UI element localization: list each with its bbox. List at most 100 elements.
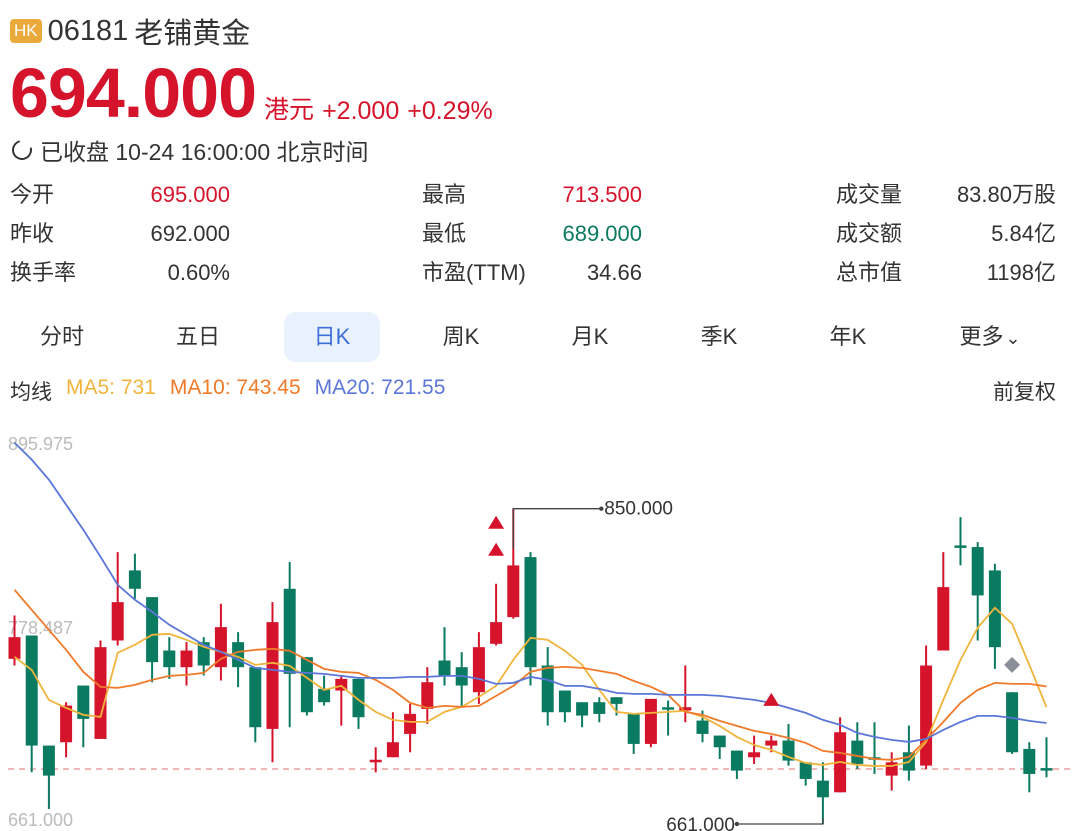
low-annotation: 661.000 — [666, 815, 735, 831]
tab-label: 周K — [442, 324, 480, 349]
candle-body — [1006, 692, 1019, 753]
y-axis-label: 778.487 — [8, 618, 73, 638]
ma20-value: MA20: 721.55 — [314, 376, 446, 399]
candle-body — [146, 597, 159, 663]
candle-body — [266, 622, 279, 729]
ma-label: 均线 — [10, 381, 52, 404]
stat-value: 1198亿 — [986, 260, 1056, 285]
currency: 港元 — [264, 96, 315, 124]
price-change: +2.000 — [322, 97, 400, 125]
ma-line-ma10 — [13, 589, 1047, 761]
ma10-value: MA10: 743.45 — [169, 376, 301, 399]
price-change-pct: +0.29% — [407, 97, 493, 125]
tab-label: 季K — [700, 324, 738, 349]
candle-body — [851, 740, 864, 764]
stock-code: 06181 — [47, 14, 129, 47]
candle-body — [42, 745, 55, 776]
tab-period[interactable]: 年K — [800, 312, 896, 362]
ma-legend: 均线 MA5: 731 MA10: 743.45 MA20: 721.55 — [10, 376, 445, 406]
stat-label: 最高 — [422, 182, 467, 207]
stat-label: 成交量 — [836, 182, 903, 207]
candle-body — [300, 657, 313, 713]
tab-period[interactable]: 五日 — [150, 312, 246, 362]
candle-body — [386, 742, 399, 758]
adjust-selector[interactable]: 前复权 — [993, 381, 1056, 404]
candle-body — [60, 705, 73, 743]
tab-period[interactable]: 日K — [284, 312, 380, 362]
candle-body — [576, 702, 589, 716]
candle-body — [937, 587, 950, 651]
tab-period[interactable]: 更多 ⌄ — [942, 312, 1038, 362]
candle-body — [816, 780, 829, 798]
triangle-marker-icon — [763, 692, 780, 706]
candle-body — [369, 759, 382, 763]
tab-label: 日K — [313, 324, 351, 349]
candle-body — [610, 697, 623, 704]
triangle-marker-icon — [488, 515, 505, 529]
chevron-down-icon: ⌄ — [1005, 328, 1021, 348]
candle-body — [954, 545, 967, 548]
stat-value: 692.000 — [150, 221, 230, 246]
candle-body — [128, 570, 141, 589]
stat-label: 今开 — [10, 182, 55, 207]
candle-body — [971, 547, 984, 596]
candle-body — [748, 752, 761, 758]
candle-body — [662, 707, 675, 710]
tab-period[interactable]: 分时 — [14, 312, 110, 362]
annotation-leader — [736, 818, 824, 825]
triangle-marker-icon — [488, 542, 505, 556]
candle-body — [111, 602, 124, 641]
stat-value: 713.500 — [562, 182, 642, 207]
diamond-marker-icon — [1004, 656, 1021, 673]
candle-body — [558, 690, 571, 713]
candle-body — [472, 647, 485, 693]
stat-label: 最低 — [422, 221, 467, 246]
y-axis-label: 895.975 — [8, 434, 73, 454]
market-badge: HK — [10, 19, 42, 43]
ma-line-ma5 — [13, 606, 1048, 767]
y-axis-label: 661.000 — [8, 810, 73, 830]
candle-body — [679, 707, 692, 711]
candle-body — [318, 688, 331, 703]
candle-body — [404, 713, 417, 734]
tab-period[interactable]: 月K — [542, 312, 638, 362]
annotation-dot — [734, 821, 740, 827]
candle-body — [713, 735, 726, 748]
candle-body — [25, 635, 38, 746]
tab-label: 分时 — [39, 324, 84, 349]
tab-label: 更多 — [959, 324, 1004, 349]
ma-line-ma20 — [13, 441, 1047, 743]
tab-label: 月K — [571, 324, 609, 349]
tab-period[interactable]: 周K — [413, 312, 509, 362]
candle-body — [490, 622, 503, 644]
stat-label: 换手率 — [10, 260, 77, 285]
candle-body — [352, 678, 365, 718]
candle-body — [232, 642, 245, 668]
candle-body — [1023, 748, 1036, 774]
tab-period[interactable]: 季K — [671, 312, 767, 362]
candle-body — [644, 698, 657, 744]
stock-name: 老铺黄金 — [134, 18, 251, 50]
stat-label: 昨收 — [10, 221, 55, 246]
stat-label: 成交额 — [836, 221, 903, 246]
stock-title: HK 06181 老铺黄金 — [10, 10, 250, 52]
candle-body — [94, 647, 107, 739]
stat-value: 689.000 — [562, 221, 642, 246]
stat-value: 83.80万股 — [956, 182, 1056, 207]
candle-body — [696, 720, 709, 734]
candle-body — [627, 713, 640, 744]
status-text: 已收盘 10-24 16:00:00 北京时间 — [40, 139, 369, 165]
candle-body — [524, 557, 537, 668]
candle-body — [730, 750, 743, 771]
candle-body — [541, 665, 554, 713]
candle-body — [249, 667, 262, 728]
stat-label: 总市值 — [836, 260, 903, 285]
last-price: 694.000 — [10, 54, 257, 132]
candle-body — [335, 678, 348, 691]
stat-value: 695.000 — [150, 182, 230, 207]
stat-value: 5.84亿 — [991, 221, 1056, 246]
market-status: 已收盘 10-24 16:00:00 北京时间 — [8, 133, 369, 167]
stat-value: 34.66 — [586, 260, 642, 285]
high-annotation: 850.000 — [604, 499, 673, 520]
